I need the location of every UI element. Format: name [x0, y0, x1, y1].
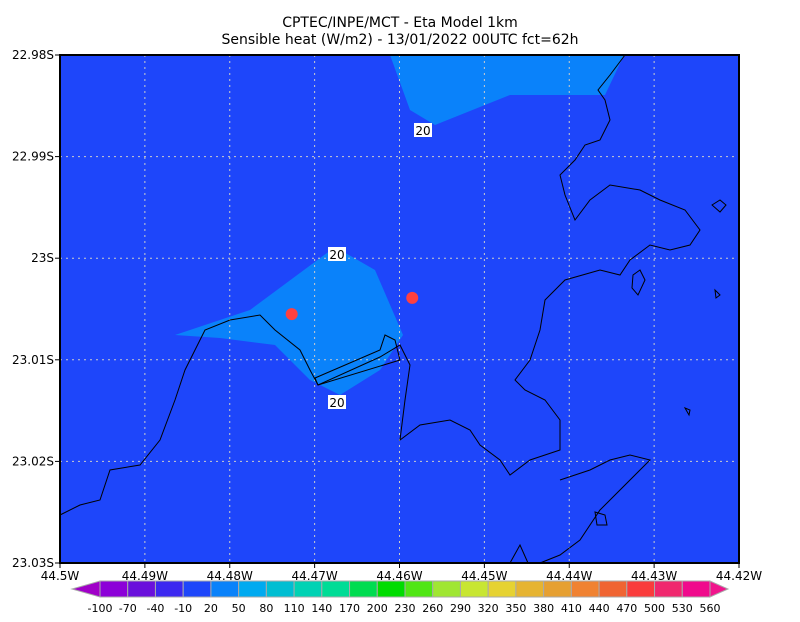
grid-lines	[60, 55, 739, 563]
contour-label-box	[328, 247, 346, 261]
contour-label-box	[328, 395, 346, 409]
colorbar-label: 320	[478, 602, 499, 615]
colorbar-swatch	[349, 580, 378, 598]
colorbar: -100 -70 -40 -10 20 50 80 110 140 170 200 230 260 290…	[70, 580, 730, 615]
x-axis-ticks: 44.5W 44.49W 44.48W 44.47W 44.46W 44.45W 44.44…	[41, 563, 762, 583]
title-line-2: Sensible heat (W/m2) - 13/01/2022 00UTC …	[221, 32, 578, 48]
y-tick-label: 23.02S	[12, 454, 54, 468]
contour-fills	[175, 55, 624, 395]
colorbar-swatch	[543, 580, 572, 598]
x-tick-label: 44.43W	[631, 569, 677, 583]
colorbar-label: 290	[450, 602, 471, 615]
colorbar-label: 170	[339, 602, 360, 615]
coastline	[59, 54, 727, 564]
y-tick-label: 22.99S	[12, 150, 54, 164]
colorbar-swatch	[154, 580, 184, 598]
x-tick-label: 44.42W	[716, 569, 762, 583]
colorbar-under-arrow	[70, 580, 101, 598]
x-tick-label: 44.44W	[546, 569, 592, 583]
contour-label: 20	[329, 396, 344, 410]
contour-label: 20	[415, 124, 430, 138]
colorbar-label: 440	[589, 602, 610, 615]
x-tick-label: 44.5W	[41, 569, 80, 583]
colorbar-over-arrow	[709, 580, 730, 598]
colorbar-swatch	[570, 580, 600, 598]
x-tick-label: 44.45W	[461, 569, 507, 583]
y-tick-label: 22.98S	[12, 48, 54, 62]
colorbar-swatch	[459, 580, 489, 598]
colorbar-swatch	[487, 580, 517, 598]
colorbar-label: 500	[644, 602, 665, 615]
colorbar-swatch	[376, 580, 406, 598]
colorbar-label: 470	[616, 602, 637, 615]
colorbar-label: 530	[672, 602, 693, 615]
colorbar-label: 230	[395, 602, 416, 615]
colorbar-swatch	[99, 580, 129, 598]
colorbar-swatch	[321, 580, 351, 598]
colorbar-swatch	[432, 580, 461, 598]
colorbar-label: -10	[174, 602, 192, 615]
y-tick-label: 23.01S	[12, 353, 54, 367]
x-tick-label: 44.47W	[292, 569, 338, 583]
colorbar-label: 560	[700, 602, 721, 615]
colorbar-label: -70	[119, 602, 137, 615]
colorbar-label: 380	[533, 602, 554, 615]
contour-label: 20	[329, 248, 344, 262]
colorbar-label: 200	[367, 602, 388, 615]
y-axis-ticks: 22.98S 22.99S 23S 23.01S 23.02S 23.03S	[12, 48, 60, 570]
station-marker	[406, 291, 419, 304]
colorbar-label: 110	[284, 602, 305, 615]
x-tick-label: 44.46W	[376, 569, 422, 583]
colorbar-label: 350	[505, 602, 526, 615]
colorbar-swatch	[654, 580, 683, 598]
colorbar-label: 80	[259, 602, 273, 615]
colorbar-swatch	[515, 580, 545, 598]
colorbar-swatch	[626, 580, 656, 598]
contour-label-box	[414, 123, 432, 137]
colorbar-label: 50	[232, 602, 246, 615]
contour-region-center	[175, 247, 403, 395]
colorbar-label: 140	[311, 602, 332, 615]
colorbar-swatch	[127, 580, 156, 598]
colorbar-swatch	[681, 580, 711, 598]
colorbar-label: -100	[88, 602, 113, 615]
colorbar-swatch	[210, 580, 240, 598]
title-line-1: CPTEC/INPE/MCT - Eta Model 1km	[282, 15, 518, 31]
x-tick-label: 44.49W	[122, 569, 168, 583]
colorbar-swatch	[293, 580, 323, 598]
colorbar-swatch	[238, 580, 267, 598]
y-tick-label: 23.03S	[12, 556, 54, 570]
colorbar-swatch	[598, 580, 628, 598]
colorbar-label: -40	[146, 602, 164, 615]
x-tick-label: 44.48W	[207, 569, 253, 583]
contour-region-north	[390, 55, 624, 125]
colorbar-swatch	[182, 580, 212, 598]
station-markers	[285, 291, 419, 321]
colorbar-swatch	[404, 580, 434, 598]
station-marker	[285, 308, 298, 321]
colorbar-swatch	[265, 580, 295, 598]
colorbar-label: 410	[561, 602, 582, 615]
y-tick-label: 23S	[31, 251, 54, 265]
colorbar-label: 20	[204, 602, 218, 615]
contour-labels: 20 20 20	[328, 123, 432, 410]
colorbar-label: 260	[422, 602, 443, 615]
